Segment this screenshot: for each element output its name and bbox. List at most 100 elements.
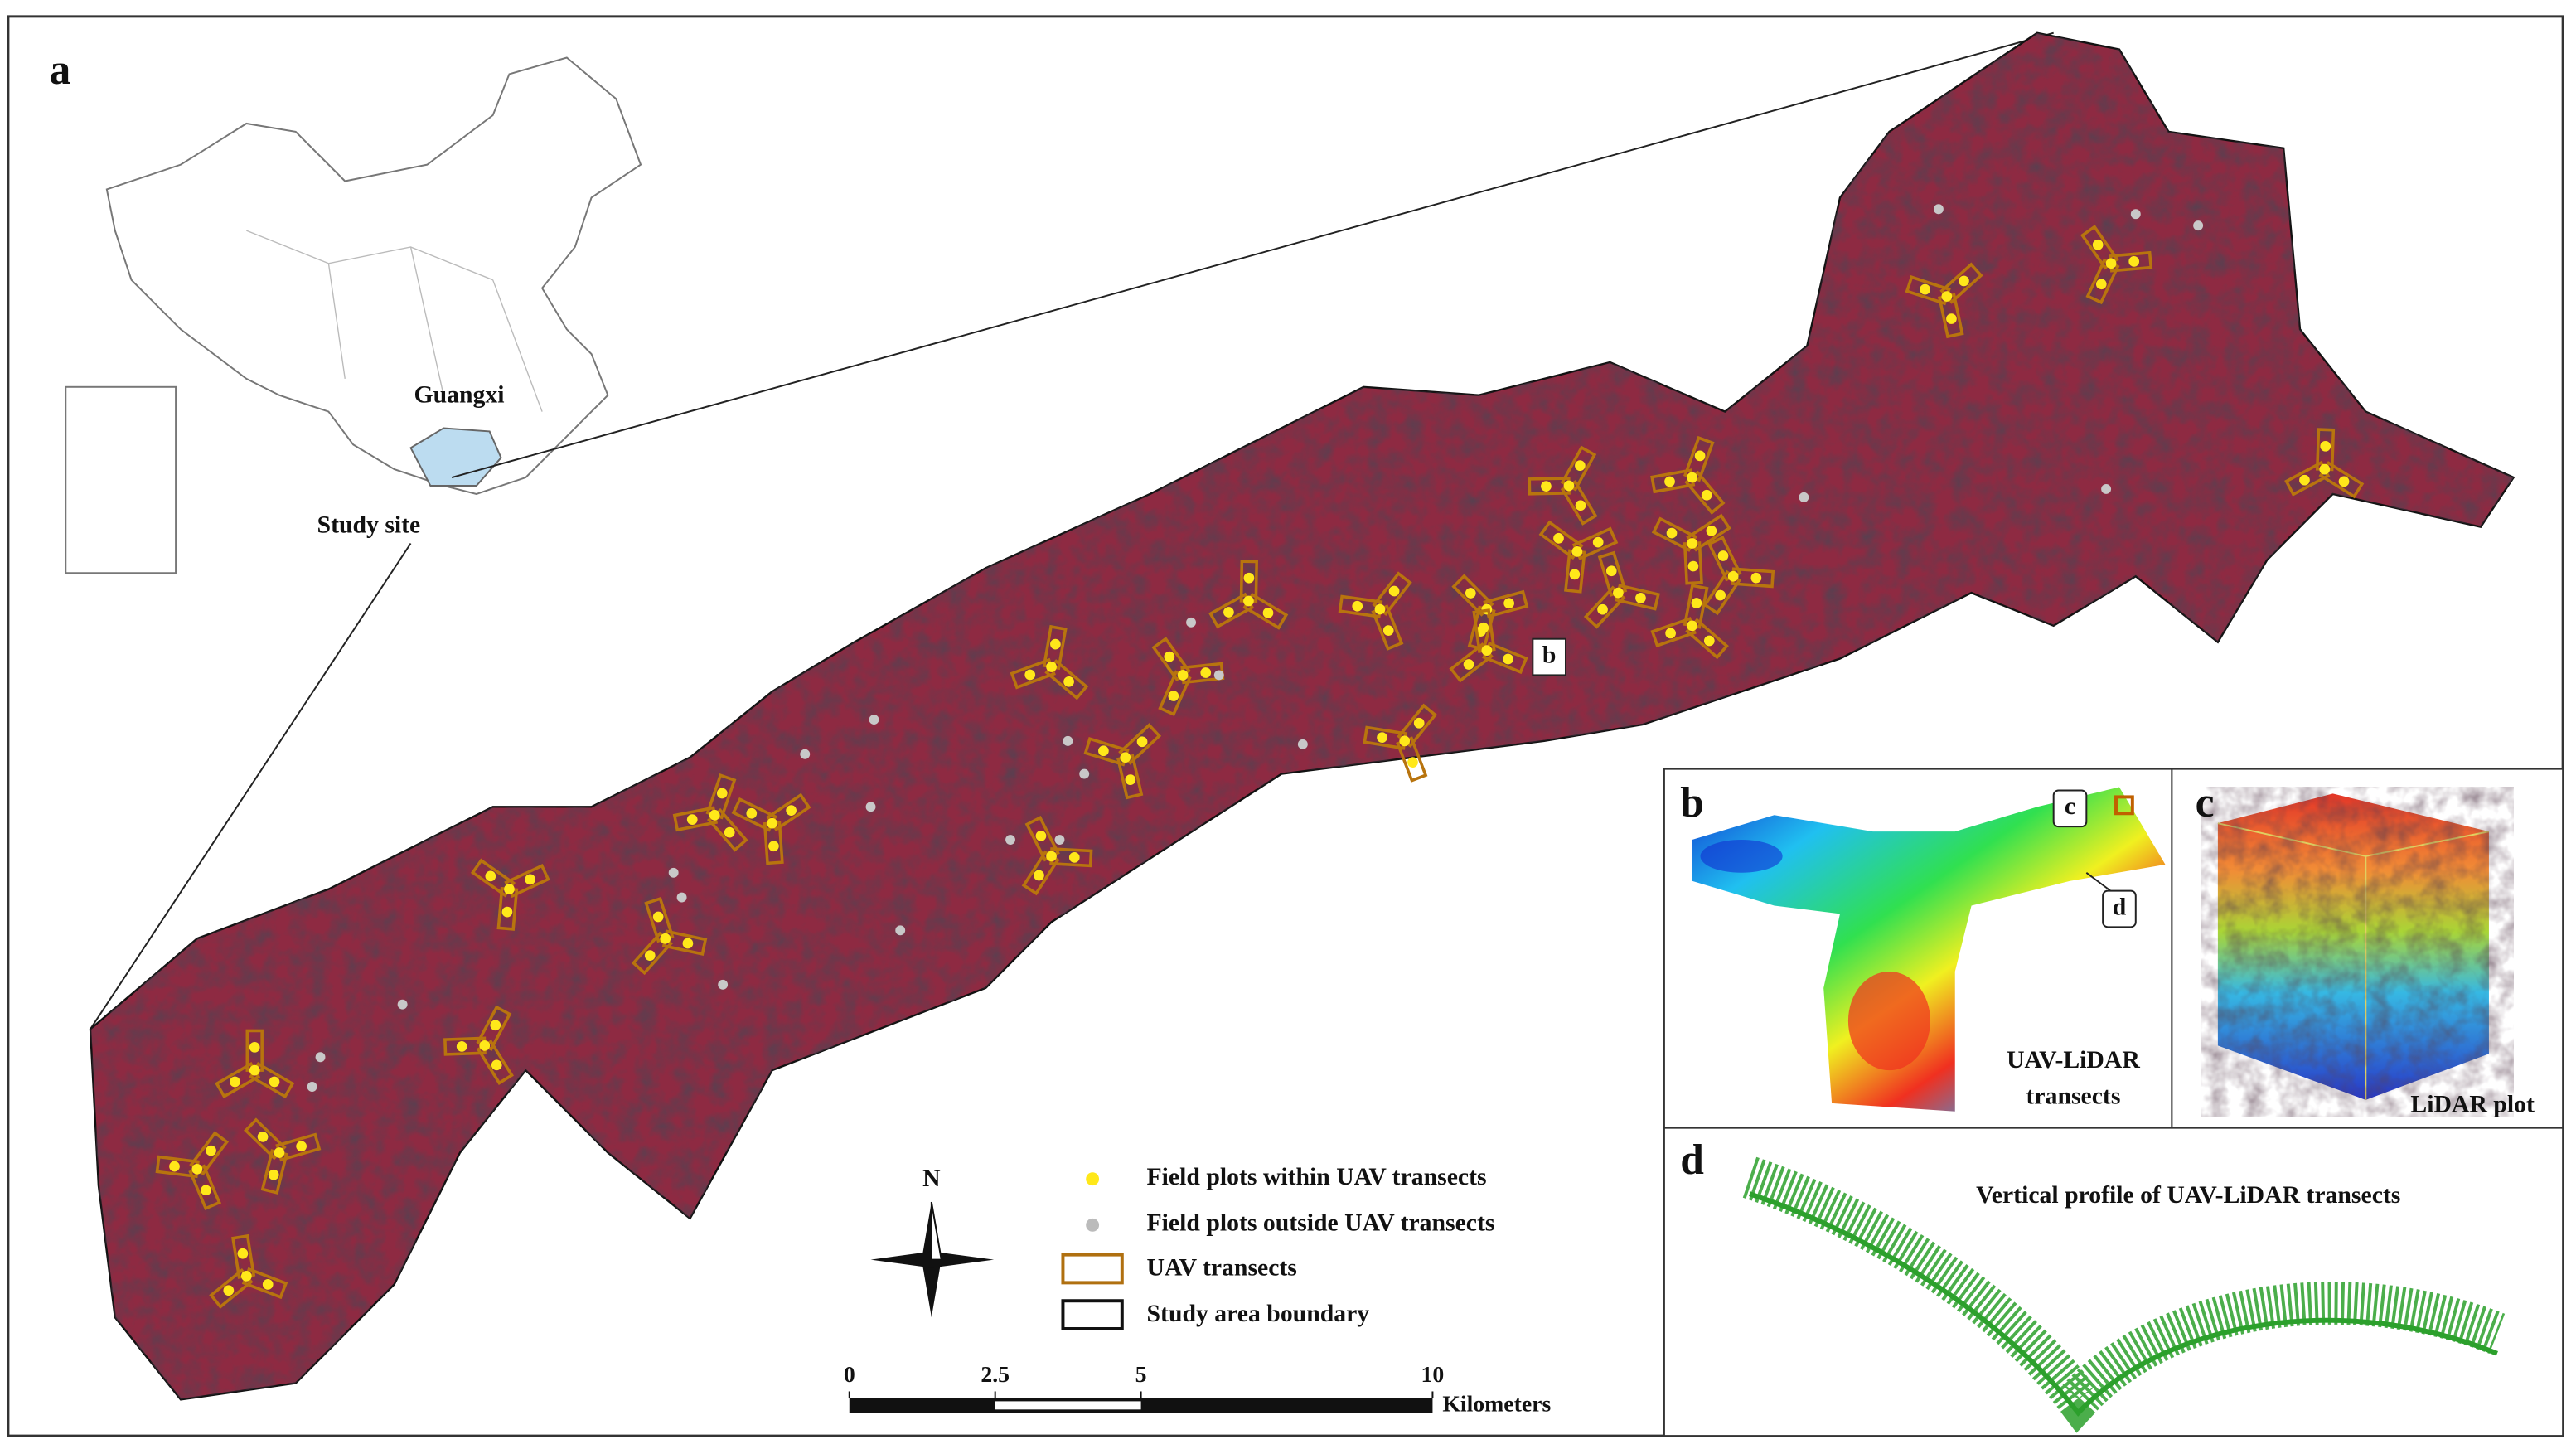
field-plot bbox=[240, 1271, 252, 1282]
uav-transect bbox=[1449, 608, 1528, 683]
uav-transect bbox=[672, 773, 748, 852]
uav-transect bbox=[2080, 225, 2153, 305]
field-plot bbox=[1959, 275, 1969, 287]
province-lines bbox=[246, 230, 543, 412]
field-plot bbox=[249, 1064, 260, 1076]
field-plot bbox=[1727, 570, 1739, 582]
plot-marker bbox=[2114, 795, 2134, 816]
scale-bar: 0 2.5 5 10 Kilometers bbox=[844, 1362, 1552, 1418]
field-plot bbox=[1098, 745, 1109, 757]
uav-transect bbox=[731, 792, 811, 865]
field-plot bbox=[1503, 653, 1513, 665]
field-plot-outside bbox=[869, 715, 879, 724]
field-plot bbox=[686, 814, 698, 825]
field-plot bbox=[1382, 625, 1394, 636]
field-plot bbox=[237, 1248, 249, 1259]
field-plot bbox=[1575, 460, 1586, 472]
field-plot-outside bbox=[307, 1082, 317, 1092]
field-plot bbox=[1701, 489, 1712, 501]
surface-patch bbox=[1847, 971, 1931, 1071]
field-plot bbox=[746, 807, 758, 819]
scale-unit: Kilometers bbox=[1442, 1392, 1551, 1418]
field-plot-outside bbox=[1933, 204, 1944, 215]
uav-transect bbox=[1650, 584, 1729, 660]
field-plot bbox=[2319, 463, 2331, 475]
legend-symbol bbox=[1086, 1172, 1100, 1186]
field-plot-outside bbox=[865, 802, 876, 812]
panel-title: transects bbox=[2026, 1083, 2121, 1110]
field-plot-outside bbox=[2193, 220, 2204, 231]
field-plot bbox=[1223, 607, 1234, 618]
field-plot bbox=[1920, 284, 1930, 295]
uav-transect bbox=[470, 858, 550, 931]
field-plot bbox=[1136, 736, 1148, 748]
panel-title: Vertical profile of UAV-LiDAR transects bbox=[1976, 1181, 2400, 1209]
field-plot bbox=[169, 1161, 180, 1172]
uav-transect bbox=[215, 1029, 295, 1099]
field-plot bbox=[1605, 565, 1617, 577]
legend-symbol bbox=[1086, 1218, 1100, 1232]
panel-title: UAV-LiDAR bbox=[2007, 1046, 2140, 1073]
field-plot bbox=[1243, 595, 1254, 607]
field-plot bbox=[644, 950, 656, 962]
field-plot bbox=[1177, 670, 1189, 681]
field-plot bbox=[716, 788, 728, 799]
field-plot bbox=[1592, 536, 1604, 548]
zoom-line bbox=[90, 542, 412, 1030]
field-plot bbox=[491, 1059, 502, 1071]
field-plot bbox=[1687, 620, 1697, 632]
field-plot-outside bbox=[800, 749, 811, 759]
field-plot bbox=[1687, 472, 1697, 483]
field-plot bbox=[1068, 852, 1080, 863]
field-plot bbox=[1503, 598, 1514, 609]
field-plot bbox=[1750, 572, 1762, 584]
field-plot bbox=[1687, 560, 1699, 572]
field-plot bbox=[1553, 532, 1564, 544]
field-plot-outside bbox=[2130, 209, 2141, 220]
field-plot-outside bbox=[718, 979, 729, 990]
legend-symbol bbox=[1061, 1253, 1124, 1285]
field-plot bbox=[274, 1147, 285, 1158]
field-plot bbox=[724, 826, 735, 838]
panel-label: d bbox=[1680, 1136, 1704, 1184]
panel-label: c bbox=[2196, 779, 2215, 826]
field-plot bbox=[257, 1132, 269, 1142]
uav-transect bbox=[1338, 571, 1412, 651]
legend-symbol bbox=[1061, 1299, 1124, 1330]
field-plot bbox=[682, 938, 694, 949]
uav-transect bbox=[1528, 445, 1598, 526]
field-plot bbox=[268, 1169, 279, 1180]
field-plot bbox=[709, 809, 720, 821]
field-plot bbox=[485, 870, 496, 882]
field-plot bbox=[660, 933, 671, 944]
transect-surface bbox=[1692, 787, 2166, 1112]
callout: c bbox=[2065, 792, 2075, 820]
field-plot bbox=[1465, 588, 1476, 598]
field-plot bbox=[262, 1279, 274, 1290]
field-plot bbox=[1703, 635, 1715, 647]
china-outline bbox=[105, 56, 642, 495]
cloud-texture bbox=[2201, 787, 2514, 1117]
field-plot bbox=[1715, 589, 1726, 601]
field-plot bbox=[2320, 440, 2331, 452]
field-plot-outside bbox=[668, 867, 679, 878]
callout: b bbox=[1542, 641, 1557, 668]
field-plot bbox=[525, 874, 535, 885]
zoom-line bbox=[451, 32, 2054, 479]
field-plot bbox=[490, 1020, 501, 1031]
sea-inset bbox=[65, 385, 177, 574]
field-plot bbox=[1407, 757, 1418, 768]
uav-transect bbox=[244, 1117, 322, 1195]
field-plot bbox=[1635, 592, 1646, 603]
legend-label: Field plots within UAV transects bbox=[1147, 1163, 1487, 1190]
callout: d bbox=[2113, 893, 2127, 920]
profile-ground bbox=[1749, 1191, 2498, 1417]
field-plot bbox=[1541, 481, 1552, 492]
field-plot bbox=[1481, 645, 1493, 656]
field-plot bbox=[1575, 500, 1586, 511]
field-plot bbox=[1034, 870, 1044, 881]
field-plot-outside bbox=[676, 892, 687, 903]
uav-transect bbox=[1905, 262, 1983, 339]
field-plot bbox=[768, 841, 779, 852]
